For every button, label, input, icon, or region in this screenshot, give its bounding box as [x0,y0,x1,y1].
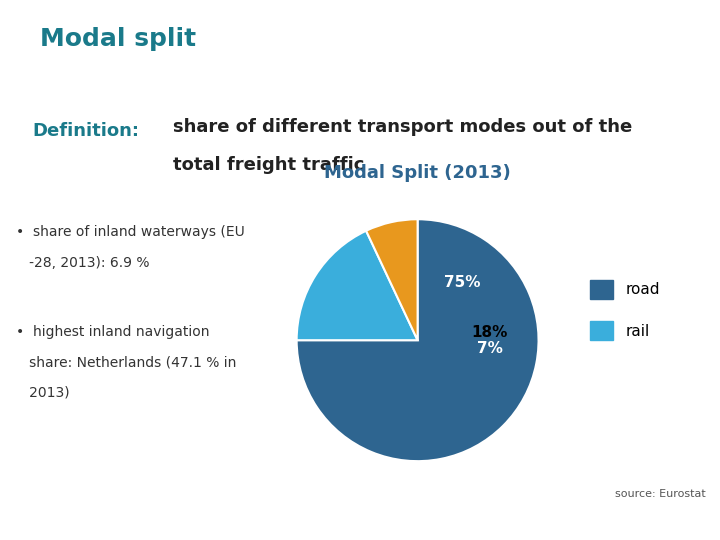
Wedge shape [366,219,418,340]
Text: share of different transport modes out of the: share of different transport modes out o… [173,118,632,136]
Wedge shape [297,219,539,461]
Text: •  highest inland navigation: • highest inland navigation [17,325,210,339]
Text: •  share of inland waterways (EU: • share of inland waterways (EU [17,225,246,239]
Text: share: Netherlands (47.1 % in: share: Netherlands (47.1 % in [17,355,237,369]
Text: 2013): 2013) [17,386,70,400]
Text: 75%: 75% [444,275,480,290]
Wedge shape [297,231,418,340]
Text: 7%: 7% [477,341,503,356]
Text: total freight traffic: total freight traffic [173,156,364,173]
Title: Modal Split (2013): Modal Split (2013) [324,164,511,182]
Text: December 20: December 20 [13,516,98,529]
Text: 18%: 18% [472,325,508,340]
Text: Modal split: Modal split [40,27,196,51]
Text: -28, 2013): 6.9 %: -28, 2013): 6.9 % [17,255,150,269]
Legend: road, rail: road, rail [582,272,667,348]
Text: Definition:: Definition: [32,122,140,140]
Text: 13: 13 [681,515,702,530]
Text: source: Eurostat: source: Eurostat [615,489,706,499]
